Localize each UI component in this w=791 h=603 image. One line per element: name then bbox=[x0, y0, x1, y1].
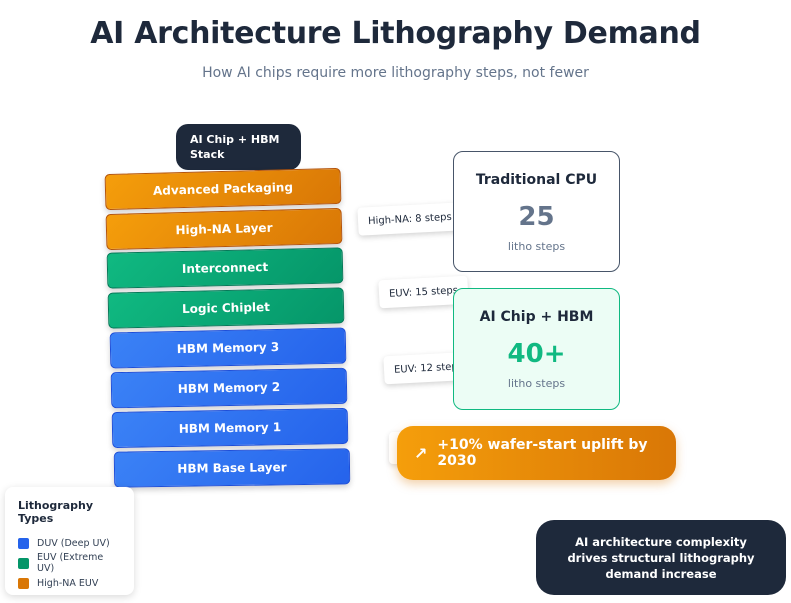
traditional-cpu-title: Traditional CPU bbox=[475, 172, 598, 188]
arrow-up-right-icon: ↗ bbox=[414, 443, 428, 463]
traditional-cpu-card: Traditional CPU 25 litho steps bbox=[453, 151, 620, 272]
layer-hbm-memory-2: HBM Memory 2 bbox=[110, 367, 348, 409]
legend-label-duv: DUV (Deep UV) bbox=[37, 537, 110, 549]
traditional-cpu-value: 25 bbox=[518, 202, 555, 232]
traditional-cpu-unit: litho steps bbox=[507, 240, 566, 253]
legend-swatch-high-na bbox=[18, 577, 29, 589]
legend-swatch-duv bbox=[18, 537, 29, 549]
layer-advanced-packaging: Advanced Packaging bbox=[104, 167, 342, 211]
step-tag-high-na: High-NA: 8 steps bbox=[357, 202, 463, 236]
legend-item-duv: DUV (Deep UV) bbox=[18, 533, 121, 553]
legend-swatch-euv bbox=[18, 557, 29, 569]
legend-label-euv: EUV (Extreme UV) bbox=[37, 552, 104, 574]
layer-hbm-base: HBM Base Layer bbox=[113, 448, 351, 488]
stack-label: AI Chip + HBM Stack bbox=[176, 124, 301, 170]
page-title: AI Architecture Lithography Demand bbox=[90, 16, 701, 51]
legend-item-euv: EUV (Extreme UV) bbox=[18, 552, 121, 574]
legend-title: Lithography Types bbox=[18, 499, 94, 525]
ai-chip-card: AI Chip + HBM 40+ litho steps bbox=[453, 288, 620, 410]
layer-logic-chiplet: Logic Chiplet bbox=[107, 287, 345, 329]
layer-hbm-memory-3: HBM Memory 3 bbox=[109, 327, 347, 369]
layer-interconnect: Interconnect bbox=[106, 247, 344, 289]
layer-high-na: High-NA Layer bbox=[105, 207, 343, 251]
page-subtitle: How AI chips require more lithography st… bbox=[202, 65, 589, 81]
ai-chip-unit: litho steps bbox=[507, 377, 566, 390]
ai-chip-value: 40+ bbox=[507, 339, 566, 369]
legend-item-high-na: High-NA EUV bbox=[18, 573, 121, 593]
uplift-text: +10% wafer-start uplift by 2030 bbox=[437, 437, 648, 469]
legend: Lithography Types DUV (Deep UV) EUV (Ext… bbox=[5, 487, 134, 595]
layer-hbm-memory-1: HBM Memory 1 bbox=[111, 407, 349, 449]
legend-label-high-na: High-NA EUV bbox=[37, 577, 99, 589]
uplift-badge: ↗ +10% wafer-start uplift by 2030 bbox=[397, 426, 676, 480]
ai-chip-title: AI Chip + HBM bbox=[479, 309, 594, 325]
summary-callout: AI architecture complexity drives struct… bbox=[536, 520, 786, 595]
